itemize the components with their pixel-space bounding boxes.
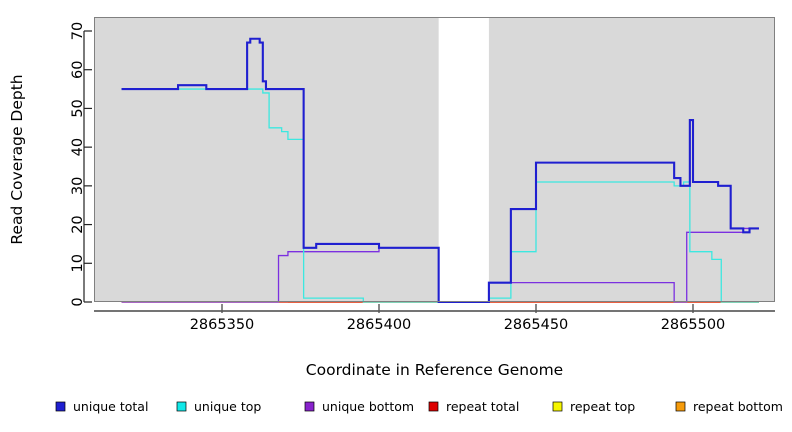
legend-label-unique-total: unique total	[73, 399, 148, 414]
y-tick-label-20: 20	[70, 215, 86, 233]
y-axis-group: 0 10 20 30 40 50 60 70	[70, 22, 92, 307]
x-axis-group: 2865350 2865400 2865450 2865500	[94, 304, 775, 333]
y-tick-label-50: 50	[70, 99, 86, 117]
panel-frame-group	[94, 17, 775, 302]
legend-label-unique-bottom: unique bottom	[322, 399, 414, 414]
legend-item-repeat-top[interactable]: repeat top	[552, 399, 635, 414]
legend-item-repeat-bottom[interactable]: repeat bottom	[675, 399, 783, 414]
legend-label-repeat-bottom: repeat bottom	[693, 399, 783, 414]
legend-swatch-repeat-total	[428, 401, 439, 412]
panel-frame	[94, 17, 775, 302]
x-tick-label-2865500: 2865500	[661, 317, 726, 333]
y-tick-label-10: 10	[70, 254, 86, 272]
x-axis-title: Coordinate in Reference Genome	[306, 361, 563, 379]
y-tick-label-30: 30	[70, 177, 86, 195]
legend-item-unique-top[interactable]: unique top	[176, 399, 261, 414]
x-tick-label-2865400: 2865400	[347, 317, 412, 333]
y-tick-label-40: 40	[70, 138, 86, 156]
legend-swatch-repeat-top	[552, 401, 563, 412]
x-tick-label-2865450: 2865450	[504, 317, 569, 333]
legend-swatch-repeat-bottom	[675, 401, 686, 412]
legend-swatch-unique-total	[55, 401, 66, 412]
axis-titles-group: Coordinate in Reference Genome Read Cover…	[8, 74, 563, 379]
legend-item-unique-bottom[interactable]: unique bottom	[304, 399, 414, 414]
panel-background-group	[94, 17, 775, 302]
legend-label-unique-top: unique top	[194, 399, 261, 414]
legend-item-unique-total[interactable]: unique total	[55, 399, 148, 414]
y-axis-title: Read Coverage Depth	[8, 74, 26, 244]
legend-swatch-unique-top	[176, 401, 187, 412]
y-tick-label-60: 60	[70, 60, 86, 78]
legend-label-repeat-total: repeat total	[446, 399, 519, 414]
legend-swatch-unique-bottom	[304, 401, 315, 412]
x-tick-label-2865350: 2865350	[190, 317, 255, 333]
legend-group[interactable]: unique total unique top unique bottom repea…	[55, 399, 783, 414]
legend-item-repeat-total[interactable]: repeat total	[428, 399, 519, 414]
legend-label-repeat-top: repeat top	[570, 399, 635, 414]
y-tick-label-70: 70	[70, 22, 86, 40]
no-data-gap-0	[438, 17, 489, 302]
panel-background	[94, 17, 775, 302]
y-tick-label-0: 0	[70, 297, 86, 306]
